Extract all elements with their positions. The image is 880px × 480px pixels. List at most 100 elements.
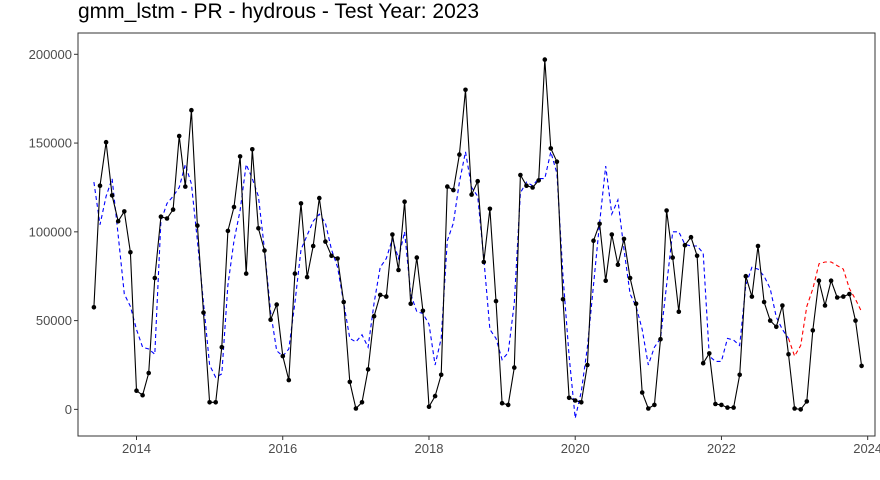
actual-data-point [438, 372, 444, 378]
actual-data-point [780, 303, 785, 308]
actual-data-point [585, 362, 590, 368]
actual-data-point [457, 152, 462, 157]
axes-layer: 2014 2016 2018 2020 2022 2024 0 50000 100000 1500… [29, 47, 880, 456]
fitted-series-line [93, 151, 789, 419]
actual-data-point [152, 275, 158, 281]
actual-data-point [761, 299, 767, 305]
actual-data-point [103, 139, 109, 145]
actual-data-point [445, 184, 450, 189]
actual-data-point [560, 297, 566, 302]
actual-data-point [463, 87, 468, 93]
actual-data-point [243, 271, 249, 276]
actual-data-point [164, 216, 170, 221]
actual-data-point [146, 370, 151, 376]
actual-data-point [451, 187, 456, 193]
actual-data-point [396, 267, 401, 273]
x-tick-label: 2020 [561, 441, 590, 456]
actual-data-point [304, 274, 310, 280]
actual-data-point [786, 352, 791, 357]
actual-data-point [737, 372, 742, 378]
actual-data-point [481, 259, 487, 265]
actual-data-point [213, 400, 218, 405]
y-tick-label: 50000 [36, 313, 72, 328]
actual-data-point [530, 185, 535, 190]
actual-data-point [219, 344, 225, 350]
actual-data-point [572, 398, 578, 403]
actual-data-point [158, 214, 164, 219]
x-tick-label: 2018 [415, 441, 444, 456]
actual-data-point [414, 255, 420, 260]
actual-data-point [225, 228, 231, 234]
actual-data-point [122, 209, 127, 214]
plot-panel-border [77, 32, 876, 437]
actual-data-point [719, 402, 724, 408]
actual-data-point [317, 195, 322, 201]
actual-data-point [621, 236, 627, 242]
actual-data-point [359, 400, 365, 405]
x-tick-label: 2024 [853, 441, 880, 456]
actual-data-point [859, 363, 864, 369]
actual-data-point [292, 271, 298, 276]
actual-data-point [834, 295, 840, 300]
actual-data-point [134, 388, 139, 394]
actual-data-point [170, 207, 176, 212]
forecast-series-line [787, 261, 863, 358]
x-tick-label: 2016 [268, 441, 297, 456]
actual-data-point [816, 278, 822, 284]
actual-data-point [755, 243, 761, 249]
series-layer [91, 57, 864, 419]
actual-data-point [633, 301, 639, 307]
actual-data-point [323, 239, 328, 244]
y-tick-label: 100000 [29, 224, 72, 239]
actual-data-point [274, 302, 280, 307]
actual-data-point [548, 146, 554, 151]
actual-data-point [627, 275, 633, 281]
actual-data-point [700, 360, 706, 366]
actual-data-point [256, 226, 261, 231]
actual-data-point [652, 402, 657, 408]
actual-data-point [128, 250, 133, 255]
y-tick-label: 0 [65, 402, 72, 417]
actual-data-point [91, 305, 97, 310]
actual-data-point [499, 400, 505, 406]
actual-data-point [792, 406, 797, 411]
y-tick-label: 150000 [29, 136, 72, 151]
actual-data-point [310, 243, 316, 249]
actual-data-point [603, 278, 608, 284]
actual-data-point [183, 184, 188, 189]
actual-data-point [597, 221, 602, 227]
actual-data-point [798, 407, 803, 412]
actual-data-point [505, 402, 511, 408]
actual-data-point [841, 294, 846, 299]
actual-data-point [195, 223, 200, 228]
actual-data-point [707, 351, 712, 356]
actual-data-point [725, 405, 730, 410]
actual-data-point [390, 232, 395, 237]
actual-data-point [97, 183, 103, 188]
actual-data-point [115, 218, 121, 224]
actual-data-point [828, 278, 834, 284]
actual-data-point [231, 204, 237, 210]
actual-data-point [646, 406, 651, 411]
actual-data-point [670, 255, 675, 260]
actual-data-point [688, 234, 694, 240]
actual-data-point [822, 303, 828, 308]
actual-data-point [664, 208, 669, 213]
actual-data-point [804, 399, 810, 404]
actual-data-point [426, 404, 432, 410]
actual-data-point [615, 262, 621, 268]
actual-data-point [566, 395, 572, 401]
actual-data-point [268, 317, 273, 323]
actual-data-point [469, 192, 474, 197]
actual-data-point [609, 232, 615, 237]
actual-data-point [237, 154, 243, 159]
actual-data-point [853, 318, 858, 323]
actual-data-point [402, 199, 407, 204]
actual-data-point [365, 367, 371, 372]
actual-data-point [579, 400, 584, 405]
actual-data-point [189, 107, 194, 113]
actual-data-point [341, 299, 347, 305]
actual-data-point [487, 206, 493, 212]
actual-data-point [676, 309, 682, 315]
